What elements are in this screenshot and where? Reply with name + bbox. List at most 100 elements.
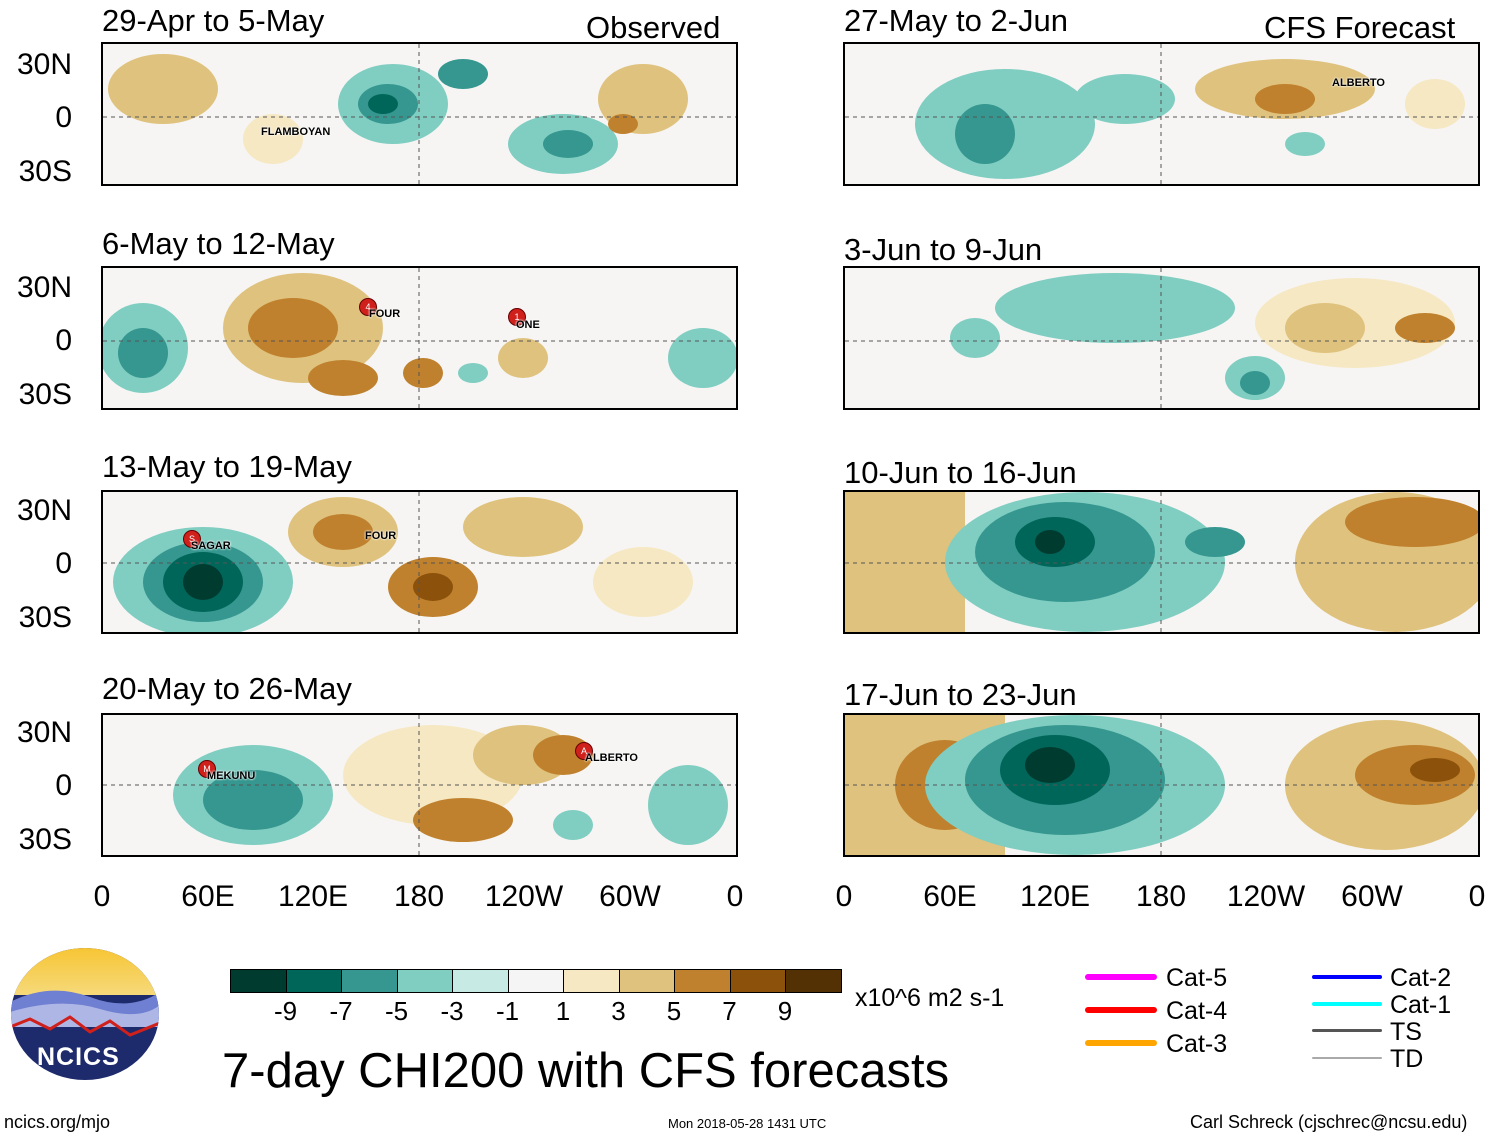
- lon-label: 60E: [923, 880, 977, 913]
- footer-author: Carl Schreck (cjschrec@ncsu.edu): [1190, 1112, 1468, 1132]
- anomaly-map: [845, 492, 1478, 632]
- colorbar-tick: -1: [495, 996, 520, 1026]
- map-panel-forecast-1: ALBERTO: [843, 42, 1480, 186]
- storm-marker: A: [575, 742, 593, 760]
- legend-label: Cat-2: [1390, 964, 1452, 992]
- colorbar-tick: -5: [384, 996, 409, 1026]
- lon-label: 180: [393, 880, 445, 913]
- legend-swatch-cat4: [1085, 1007, 1157, 1013]
- colorbar-swatch: [231, 970, 287, 992]
- storm-marker: 1: [508, 308, 526, 326]
- anomaly-map: [103, 268, 736, 408]
- lon-label: 180: [1135, 880, 1187, 913]
- lat-label: 30N: [16, 271, 72, 304]
- map-panel-forecast-4: [843, 713, 1480, 857]
- lat-label: 30N: [16, 494, 72, 527]
- anomaly-map: [845, 44, 1478, 184]
- observed-label: Observed: [586, 10, 721, 45]
- panel-title: 3-Jun to 9-Jun: [844, 232, 1043, 267]
- storm-marker: M: [198, 760, 216, 778]
- colorbar-tick: -9: [273, 996, 298, 1026]
- lon-label: 60W: [1341, 880, 1403, 913]
- lon-label: 0: [726, 880, 744, 913]
- storm-label: SAGAR: [191, 540, 231, 552]
- logo-text: NCICS: [37, 1043, 120, 1071]
- lat-label: 30S: [18, 823, 72, 856]
- legend-swatch-ts: [1312, 1029, 1382, 1032]
- lat-label: 30S: [18, 601, 72, 634]
- ncics-logo: NCICS: [10, 947, 160, 1082]
- anomaly-map: [103, 492, 736, 632]
- storm-label: FOUR: [365, 530, 397, 542]
- lat-label: 0: [55, 547, 72, 580]
- legend-label: Cat-3: [1166, 1030, 1228, 1058]
- colorbar-swatch: [342, 970, 398, 992]
- colorbar-swatch: [508, 970, 564, 992]
- legend-label: TS: [1390, 1018, 1422, 1046]
- storm-marker: S: [183, 530, 201, 548]
- map-panel-observed-3: S SAGAR FOUR: [101, 490, 738, 634]
- panel-title: 17-Jun to 23-Jun: [844, 677, 1077, 712]
- colorbar-tick: 1: [555, 996, 571, 1026]
- legend-swatch-cat2: [1312, 975, 1382, 979]
- lon-label: 60W: [599, 880, 661, 913]
- lat-label: 30S: [18, 378, 72, 411]
- storm-label: FLAMBOYAN: [261, 126, 331, 138]
- lon-label: 0: [1468, 880, 1486, 913]
- panel-title: 27-May to 2-Jun: [844, 3, 1068, 38]
- footer-timestamp: Mon 2018-05-28 1431 UTC: [668, 1116, 827, 1131]
- colorbar-swatch: [564, 970, 620, 992]
- legend-label: Cat-1: [1390, 991, 1452, 1019]
- lat-label: 0: [55, 769, 72, 802]
- lon-label: 120W: [484, 880, 564, 913]
- colorbar-tick: 7: [722, 996, 737, 1026]
- lon-label: 120E: [1019, 880, 1091, 913]
- legend-label: TD: [1390, 1045, 1424, 1073]
- colorbar-swatch: [786, 970, 841, 992]
- storm-marker: 4: [359, 298, 377, 316]
- lon-label: 60E: [181, 880, 235, 913]
- anomaly-map: [103, 715, 736, 855]
- forecast-label: CFS Forecast: [1264, 10, 1456, 45]
- map-panel-forecast-2: [843, 266, 1480, 410]
- lon-label: 120W: [1226, 880, 1306, 913]
- legend-swatch-cat1: [1312, 1002, 1382, 1006]
- lon-label: 120E: [277, 880, 349, 913]
- colorbar-swatch: [397, 970, 453, 992]
- colorbar-tick: -3: [440, 996, 464, 1026]
- anomaly-map: [845, 715, 1478, 855]
- map-panel-forecast-3: [843, 490, 1480, 634]
- lat-label: 30N: [16, 48, 72, 81]
- colorbar-swatch: [675, 970, 731, 992]
- colorbar-tick: 3: [611, 996, 626, 1026]
- colorbar-swatch: [286, 970, 342, 992]
- storm-label: ALBERTO: [1332, 77, 1385, 89]
- main-title: 7-day CHI200 with CFS forecasts: [222, 1044, 950, 1098]
- anomaly-map: [103, 44, 736, 184]
- colorbar-swatch: [619, 970, 675, 992]
- map-panel-observed-4: M MEKUNU A ALBERTO: [101, 713, 738, 857]
- lat-label: 30N: [16, 716, 72, 749]
- legend-label: Cat-4: [1166, 997, 1228, 1025]
- colorbar: [230, 969, 842, 993]
- lon-label: 0: [835, 880, 853, 913]
- storm-label: ONE: [516, 319, 540, 331]
- lat-label: 0: [55, 101, 72, 134]
- lat-label: 30S: [18, 155, 72, 188]
- legend-swatch-cat5: [1085, 974, 1157, 980]
- lat-label: 0: [55, 324, 72, 357]
- panel-title: 20-May to 26-May: [102, 671, 352, 706]
- map-panel-observed-1: FLAMBOYAN: [101, 42, 738, 186]
- panel-title: 29-Apr to 5-May: [102, 3, 325, 38]
- ncics-logo-icon: [11, 948, 159, 1080]
- lon-label: 0: [93, 880, 111, 913]
- colorbar-units: x10^6 m2 s-1: [855, 984, 1005, 1012]
- colorbar-tick: -7: [329, 996, 353, 1026]
- legend-label: Cat-5: [1166, 964, 1228, 992]
- colorbar-tick: 5: [666, 996, 682, 1026]
- legend-swatch-td: [1312, 1057, 1382, 1059]
- storm-label: ALBERTO: [585, 752, 638, 764]
- panel-title: 10-Jun to 16-Jun: [844, 455, 1077, 490]
- storm-label: FOUR: [369, 308, 401, 320]
- footer-url: ncics.org/mjo: [4, 1112, 111, 1132]
